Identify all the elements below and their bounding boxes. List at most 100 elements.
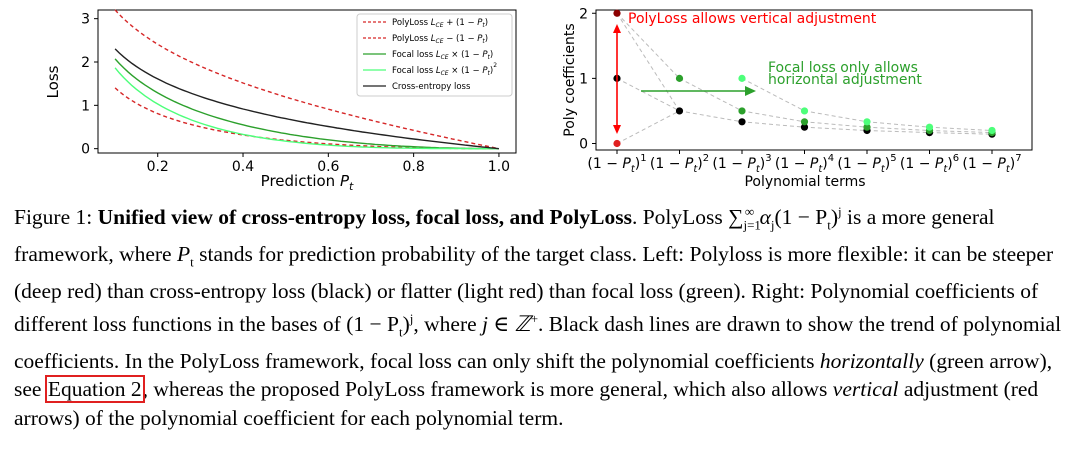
left-ylabel: Loss [44, 65, 62, 98]
focal1-trend-line [679, 77, 993, 134]
base-close: ) [402, 312, 410, 337]
left-xlabel: Prediction Pt [261, 172, 354, 193]
left-xtick-label: 1.0 [488, 159, 510, 175]
left-chart: 0.2 0.4 0.6 0.8 1.0 0 1 2 3 Prediction Pt Loss P… [44, 9, 517, 193]
formula-j: j [838, 204, 842, 219]
annotation-horizontal-line2: horizontal adjustment [768, 72, 922, 88]
coefficient-point [800, 123, 809, 131]
right-xtick-label: (1 − Pt)4 [775, 153, 834, 175]
caption-text-7: , whereas the proposed PolyLoss framewor… [142, 377, 833, 402]
legend-label-focal1: Focal loss LCE × (1 − Pt) [392, 50, 493, 61]
right-ytick-label: 1 [579, 71, 588, 87]
coefficient-point [800, 107, 809, 115]
left-curves [114, 9, 500, 150]
caption-text-3: stands for prediction probability of the… [14, 241, 1054, 337]
legend-label-focal2: Focal loss LCE × (1 − Pt)2 [392, 62, 497, 77]
figure-panels: 0.2 0.4 0.6 0.8 1.0 0 1 2 3 Prediction Pt Loss P… [44, 6, 1033, 193]
legend-label-ce: Cross-entropy loss [392, 82, 471, 92]
j-in-set: j ∈ ℤ [482, 312, 531, 337]
left-legend: PolyLoss LCE + (1 − Pt) PolyLoss LCE − (… [356, 13, 513, 97]
caption-text-1: . PolyLoss [631, 205, 729, 230]
coefficient-point [738, 74, 746, 82]
legend-label-ce-minus: PolyLoss LCE − (1 − Pt) [392, 34, 488, 45]
poly-up-trend-line [616, 13, 680, 112]
right-xtick-label: (1 − Pt)2 [650, 153, 709, 175]
left-ticks: 0.2 0.4 0.6 0.8 1.0 0 1 2 3 [81, 12, 510, 175]
formula-sum-lower: j=1 [743, 217, 761, 233]
left-xtick-label: 0.2 [147, 159, 169, 175]
coefficient-point [863, 123, 871, 131]
vertical-word: vertical [832, 377, 899, 402]
curve-focal2 [114, 67, 499, 150]
formula-sum-symbol: ∑ [728, 205, 744, 230]
pt-symbol: P [176, 241, 191, 266]
left-ytick-label: 3 [81, 12, 90, 28]
left-ytick-label: 2 [81, 55, 90, 71]
caption-text-8: adjustment (red arrows) of the polynomia… [14, 377, 1039, 430]
right-chart: (1 − Pt)1 (1 − Pt)2 (1 − Pt)3 (1 − Pt)4 (1 −… [562, 6, 1033, 190]
caption-text-5: . Black dash lines are drawn to show the… [14, 312, 1062, 373]
formula-alpha-sub: j [770, 217, 775, 233]
base-open: (1 − P [346, 312, 399, 337]
formula-sum: ∑j=1∞ αj(1 − Pt)j [728, 204, 842, 233]
figure-label: Figure 1: [14, 205, 93, 230]
coefficient-point [675, 74, 684, 82]
legend-box [356, 13, 513, 97]
left-xtick-label: 0.6 [317, 159, 339, 175]
right-xtick-label: (1 − Pt)6 [900, 153, 959, 175]
right-ylabel: Poly coefficients [562, 23, 578, 136]
caption-text-2: is a more general framework, where [14, 205, 995, 266]
caption-text-4: , where [413, 312, 483, 337]
formula-alpha: α [754, 205, 771, 230]
legend-label-ce-plus: PolyLoss LCE + (1 − Pt) [392, 18, 488, 29]
vertical-adjust-arrow [613, 24, 621, 134]
annotation-horizontal-line1: Focal loss only allows [768, 60, 918, 76]
left-ytick-label: 0 [81, 142, 90, 158]
right-xtick-label: (1 − Pt)5 [837, 153, 896, 175]
right-ytick-label: 2 [579, 6, 588, 22]
left-xtick-label: 0.8 [402, 159, 424, 175]
right-ytick-label: 0 [579, 136, 588, 152]
pt-subscript: t [190, 254, 194, 270]
coefficient-point [988, 126, 996, 135]
horizontal-adjust-arrow [641, 86, 756, 96]
green-arrowhead [745, 86, 756, 96]
base-j: j [409, 310, 414, 326]
formula-t: t [827, 217, 831, 233]
left-xtick-label: 0.4 [232, 159, 254, 175]
caption-title: Unified view of cross-entropy loss, foca… [97, 205, 632, 230]
red-arrowhead-up [613, 24, 621, 33]
curve-ce_plus [114, 9, 500, 150]
caption-text-6: (green arrow), see [14, 348, 1053, 402]
coefficient-point [613, 139, 621, 148]
coefficient-points [613, 9, 996, 148]
formula-close: ) [830, 205, 839, 230]
left-xlabel-p: P [340, 172, 350, 190]
horizontally-word: horizontally [819, 348, 924, 373]
right-plot-frame [595, 9, 1033, 151]
coefficient-point [925, 123, 934, 131]
right-xlabel: Polynomial terms [744, 174, 865, 190]
left-xlabel-t: t [349, 180, 354, 193]
coefficient-point [738, 107, 746, 115]
coefficient-point [800, 118, 809, 126]
right-xtick-label: (1 − Pt)3 [712, 153, 771, 175]
left-ytick-label: 1 [81, 98, 90, 114]
curve-ce [114, 48, 499, 150]
coefficient-point [613, 9, 621, 17]
base-t: t [398, 324, 403, 340]
left-xlabel-main: Prediction [261, 172, 340, 190]
coefficient-point [863, 118, 871, 126]
right-xtick-label: (1 − Pt)1 [587, 153, 646, 175]
figure-caption: Figure 1: Unified view of cross-entropy … [14, 198, 1070, 432]
poly-up-trend-line-2 [616, 12, 680, 79]
red-arrowhead-down [613, 125, 621, 134]
coefficient-point [738, 118, 746, 126]
poly-down-trend-line [616, 110, 680, 144]
annotation-vertical: PolyLoss allows vertical adjustment [628, 11, 877, 27]
formula-rest: (1 − P [774, 205, 828, 230]
curve-ce_minus [114, 87, 499, 150]
equation-2-link[interactable]: Equation 2 [44, 375, 145, 404]
coefficient-point [675, 107, 684, 115]
curve-focal1 [114, 58, 499, 150]
